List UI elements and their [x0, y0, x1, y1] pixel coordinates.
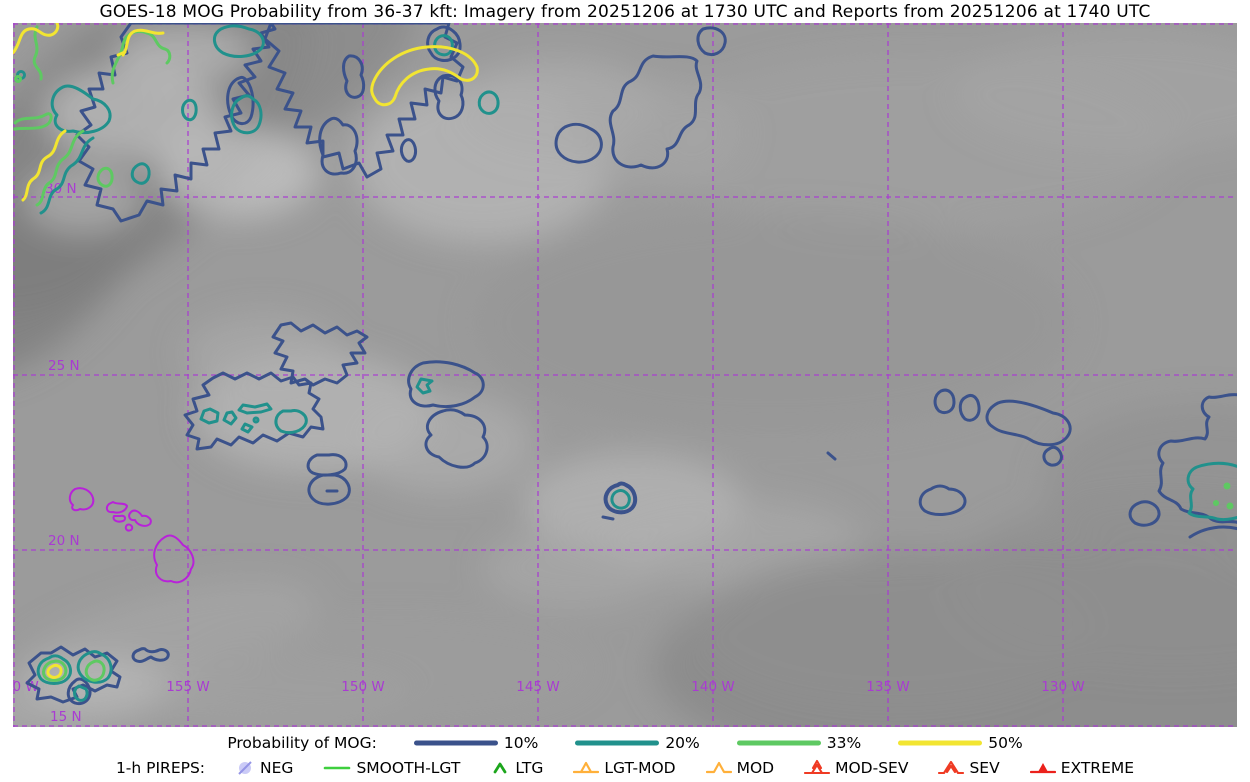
satellite-imagery [13, 23, 1237, 727]
contour-green-dots [1213, 482, 1234, 510]
legend-item-ltg: LTG [490, 759, 543, 777]
circle-slash-icon [238, 761, 252, 775]
legend-item-sev: SEV [938, 759, 1000, 777]
legend-item-extreme: EXTREME [1029, 759, 1134, 777]
line-swatch-10pct-icon [413, 740, 498, 746]
contour-group-50pct [13, 23, 479, 679]
legend-item-mod-sev: MOD-SEV [804, 759, 908, 777]
legend-pireps-row: 1-h PIREPS: NEG SMOOTH-LGT LTG LGT-M [0, 756, 1250, 780]
caret-underline-icon [705, 761, 732, 774]
graticule-grid [13, 23, 1237, 727]
lon-label-140w: 140 W [691, 679, 734, 695]
lon-label-150w: 150 W [341, 679, 384, 695]
legend-item-20pct: 20% [574, 734, 700, 752]
lat-label-15n: 15 N [50, 709, 82, 725]
triangle-caret-underline-icon [804, 759, 831, 775]
graticule-labels: 30 N 25 N 20 N 15 N 160 W 155 W 150 W 14… [13, 181, 1085, 725]
legend-item-33pct: 33% [736, 734, 861, 752]
legend-item-mod: MOD [705, 759, 774, 777]
map-canvas: 30 N 25 N 20 N 15 N 160 W 155 W 150 W 14… [13, 23, 1237, 727]
line-swatch-20pct-icon [575, 740, 660, 746]
legend-item-10pct: 10% [413, 734, 538, 752]
legend-item-neg: NEG [235, 759, 293, 777]
legend-probability-row: Probability of MOG: 10% 20% 33% 50% [0, 731, 1250, 755]
lon-label-145w: 145 W [516, 679, 559, 695]
lat-label-25n: 25 N [48, 358, 80, 374]
legend-probability-title: Probability of MOG: [227, 734, 377, 752]
lon-label-135w: 135 W [866, 679, 909, 695]
legend-item-lgt-mod: LGT-MOD [573, 759, 676, 777]
double-caret-underline-icon [938, 760, 965, 775]
horizontal-line-icon [324, 766, 351, 770]
open-triangle-underline-icon [573, 761, 600, 774]
page-title: GOES-18 MOG Probability from 36-37 kft: … [99, 2, 1151, 22]
filled-triangle-underline-icon [1029, 763, 1056, 774]
line-swatch-33pct-icon [736, 740, 821, 746]
island-outlines [68, 487, 195, 584]
caret-icon [493, 762, 507, 774]
contour-group-10pct [25, 23, 1237, 706]
legend-item-50pct: 50% [897, 734, 1023, 752]
legend-pireps-title: 1-h PIREPS: [115, 759, 206, 777]
lon-label-130w: 130 W [1041, 679, 1084, 695]
legend-item-smooth-lgt: SMOOTH-LGT [323, 759, 460, 777]
lat-label-20n: 20 N [48, 533, 80, 549]
lon-label-160w: 160 W [13, 679, 39, 695]
lon-label-155w: 155 W [166, 679, 209, 695]
line-swatch-50pct-icon [898, 740, 983, 746]
